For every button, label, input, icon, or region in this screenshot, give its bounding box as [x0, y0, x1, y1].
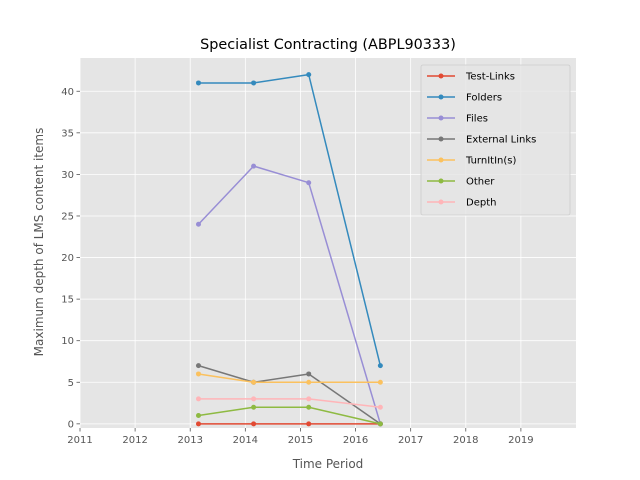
data-point-folders [377, 363, 383, 369]
x-tick-label: 2018 [453, 435, 478, 446]
y-tick-label: 40 [61, 87, 74, 98]
data-point-other [195, 413, 201, 419]
legend-marker [438, 73, 444, 79]
data-point-other [377, 421, 383, 427]
data-point-files [195, 221, 201, 227]
legend-entry-folders: Folders [427, 93, 502, 104]
x-tick-label: 2015 [288, 435, 313, 446]
data-point-depth [251, 396, 257, 402]
y-tick-label: 15 [61, 295, 74, 306]
y-tick-label: 0 [68, 419, 74, 430]
legend-label: Depth [466, 198, 496, 209]
x-axis-ticks: 2011 2012 2013 2014 2015 2016 2017 2018 2019 [67, 428, 534, 446]
data-point-folders [306, 72, 312, 78]
legend-label: External Links [466, 135, 536, 146]
data-point-other [306, 404, 312, 410]
data-point-turnitin-s [195, 371, 201, 377]
x-tick-label: 2019 [508, 435, 533, 446]
data-point-files [306, 180, 312, 186]
data-point-depth [195, 396, 201, 402]
data-point-test-links [251, 421, 257, 427]
x-axis-label: Time Period [292, 457, 364, 471]
legend-entry-files: Files [427, 114, 488, 125]
legend-entry-test-links: Test-Links [427, 72, 515, 83]
series-line-depth [198, 398, 381, 408]
legend-entry-depth: Depth [427, 198, 496, 209]
legend-entry-turnitin-s: TurnItIn(s) [427, 156, 516, 167]
legend-marker [438, 199, 444, 205]
legend: Test-Links Folders Files External Links Turn… [420, 64, 571, 216]
y-tick-label: 25 [61, 211, 74, 222]
y-tick-label: 10 [61, 336, 74, 347]
y-tick-label: 30 [61, 170, 74, 181]
series-turnitin-s [195, 371, 383, 385]
data-point-turnitin-s [306, 379, 312, 385]
legend-label: TurnItIn(s) [465, 156, 516, 167]
data-point-external-links [306, 371, 312, 377]
x-tick-label: 2013 [177, 435, 202, 446]
legend-label: Test-Links [465, 72, 515, 83]
data-point-test-links [195, 421, 201, 427]
y-tick-label: 35 [61, 128, 74, 139]
legend-box [420, 64, 571, 216]
x-tick-label: 2012 [122, 435, 147, 446]
legend-marker [438, 136, 444, 142]
series-depth [195, 396, 383, 410]
x-tick-label: 2011 [67, 435, 92, 446]
data-point-test-links [306, 421, 312, 427]
series-lines [195, 72, 383, 427]
data-point-depth [377, 404, 383, 410]
y-tick-label: 20 [61, 253, 74, 264]
chart-title: Specialist Contracting (ABPL90333) [200, 37, 456, 53]
series-line-other [198, 406, 381, 425]
legend-marker [438, 178, 444, 184]
series-line-folders [198, 73, 382, 366]
data-point-turnitin-s [377, 379, 383, 385]
legend-label: Files [466, 114, 488, 125]
legend-marker [438, 115, 444, 121]
legend-entry-external-links: External Links [427, 135, 536, 146]
series-line-files [197, 165, 382, 425]
data-point-folders [195, 80, 201, 86]
series-other [195, 404, 383, 427]
y-axis-ticks: 0 5 10 15 20 25 30 35 40 [61, 87, 80, 430]
x-tick-label: 2014 [233, 435, 258, 446]
data-point-depth [306, 396, 312, 402]
x-tick-label: 2017 [398, 435, 423, 446]
data-point-external-links [195, 363, 201, 369]
data-point-files [251, 163, 257, 169]
legend-marker [438, 157, 444, 163]
legend-marker [438, 94, 444, 100]
data-point-turnitin-s [251, 379, 257, 385]
data-point-other [251, 404, 257, 410]
y-axis-label: Maximum depth of LMS content items [32, 128, 46, 357]
legend-label: Folders [466, 93, 502, 104]
data-point-folders [251, 80, 257, 86]
legend-entry-other: Other [427, 177, 495, 188]
series-line-turnitin-s [198, 373, 381, 384]
y-tick-label: 5 [68, 378, 74, 389]
legend-label: Other [466, 177, 495, 188]
series-line-external-links [198, 364, 381, 425]
x-tick-label: 2016 [343, 435, 368, 446]
series-folders [195, 72, 383, 369]
